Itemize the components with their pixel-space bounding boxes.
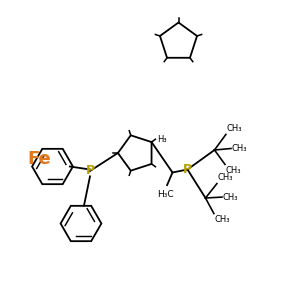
Text: P: P: [85, 164, 94, 178]
Text: CH₃: CH₃: [232, 144, 248, 153]
Text: CH₃: CH₃: [218, 173, 233, 182]
Text: H₃C: H₃C: [158, 190, 174, 199]
Text: CH₃: CH₃: [226, 124, 242, 133]
Text: P: P: [183, 163, 192, 176]
Text: CH₃: CH₃: [214, 215, 230, 224]
Text: H₃: H₃: [157, 135, 166, 144]
Text: CH₃: CH₃: [226, 166, 241, 175]
Text: CH₃: CH₃: [223, 193, 239, 202]
Text: Fe: Fe: [27, 150, 51, 168]
